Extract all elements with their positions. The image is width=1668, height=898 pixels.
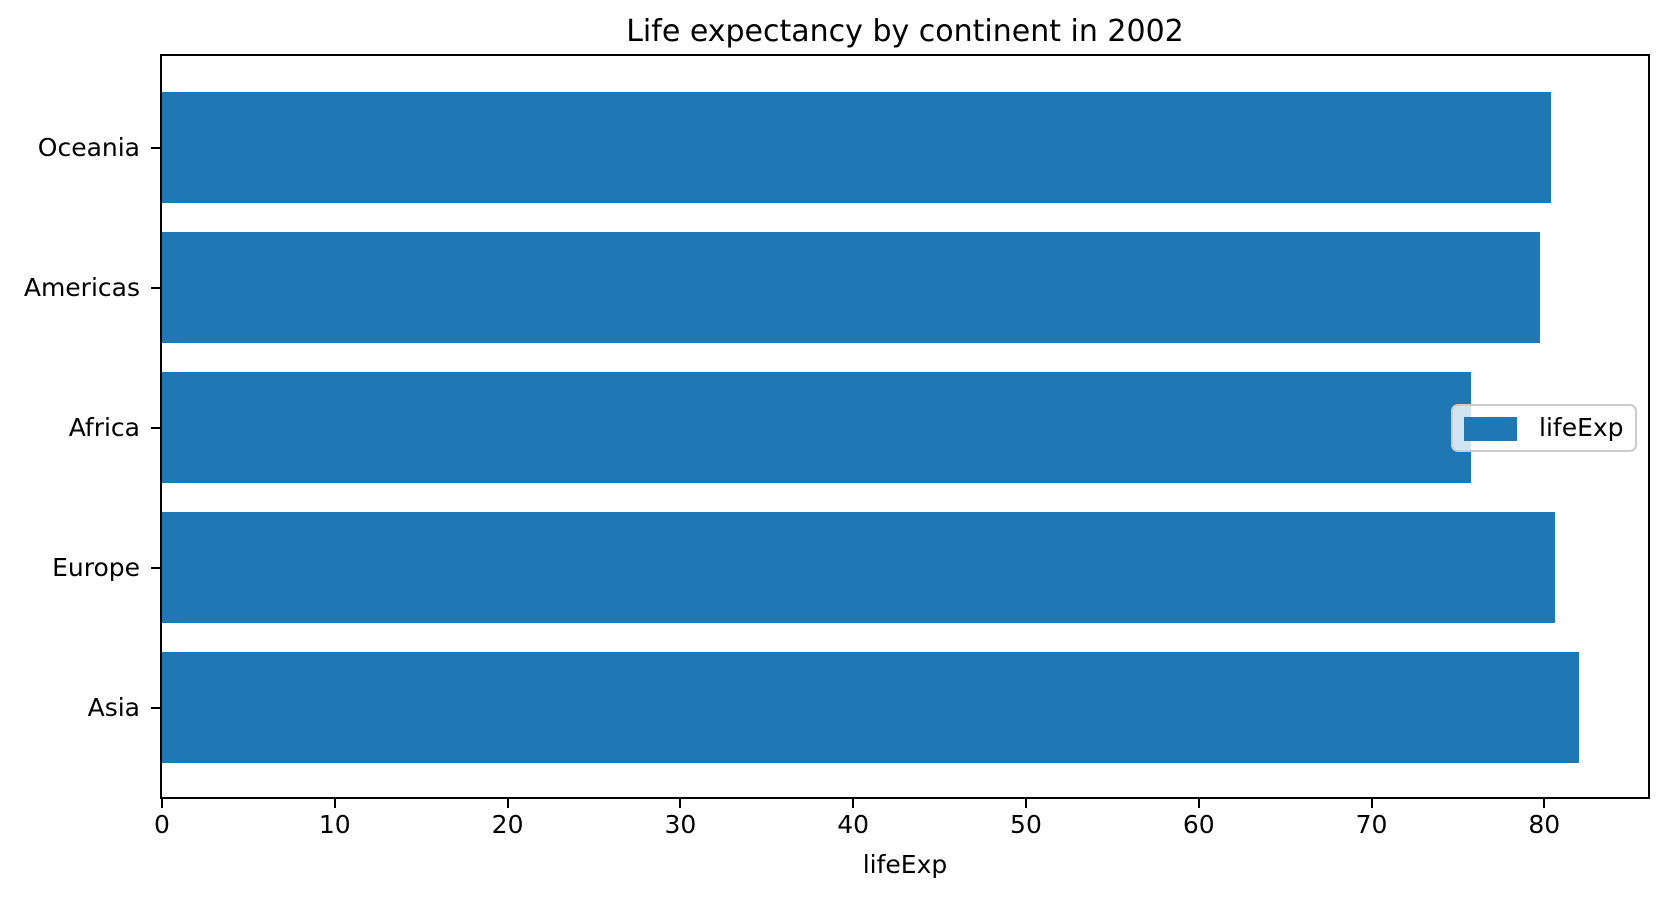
x-tick [1024,799,1027,808]
x-tick-label: 10 [318,810,351,839]
x-tick [506,799,509,808]
y-tick-label-africa: Africa [68,412,140,442]
x-axis-label: lifeExp [862,850,948,879]
bar-americas [162,232,1541,343]
bar-oceania [162,92,1551,203]
x-tick-label: 60 [1182,810,1215,839]
x-tick [679,799,682,808]
y-tick [151,426,160,429]
y-tick [151,566,160,569]
x-tick-label: 70 [1355,810,1388,839]
x-tick [333,799,336,808]
x-tick-label: 40 [837,810,870,839]
y-tick-label-europe: Europe [52,552,140,582]
y-tick-label-oceania: Oceania [37,132,140,162]
chart-title: Life expectancy by continent in 2002 [626,14,1184,49]
x-tick-label: 30 [664,810,697,839]
legend: lifeExp [1451,404,1637,452]
legend-label: lifeExp [1539,413,1624,442]
bar-europe [162,512,1555,623]
y-tick [151,286,160,289]
x-tick [852,799,855,808]
y-tick [151,706,160,709]
y-tick-label-americas: Americas [23,272,140,302]
x-tick [1370,799,1373,808]
y-tick-label-asia: Asia [87,692,140,722]
bars-layer [162,56,1648,797]
x-tick-label: 20 [491,810,524,839]
x-tick-label: 50 [1010,810,1042,839]
x-tick-label: 80 [1528,810,1561,839]
y-tick [151,146,160,149]
x-tick-label: 0 [154,810,170,839]
x-tick [161,799,163,808]
bar-asia [162,652,1579,763]
legend-swatch [1464,417,1517,441]
bar-africa [162,372,1471,483]
x-tick [1543,799,1546,808]
x-tick [1197,799,1200,808]
